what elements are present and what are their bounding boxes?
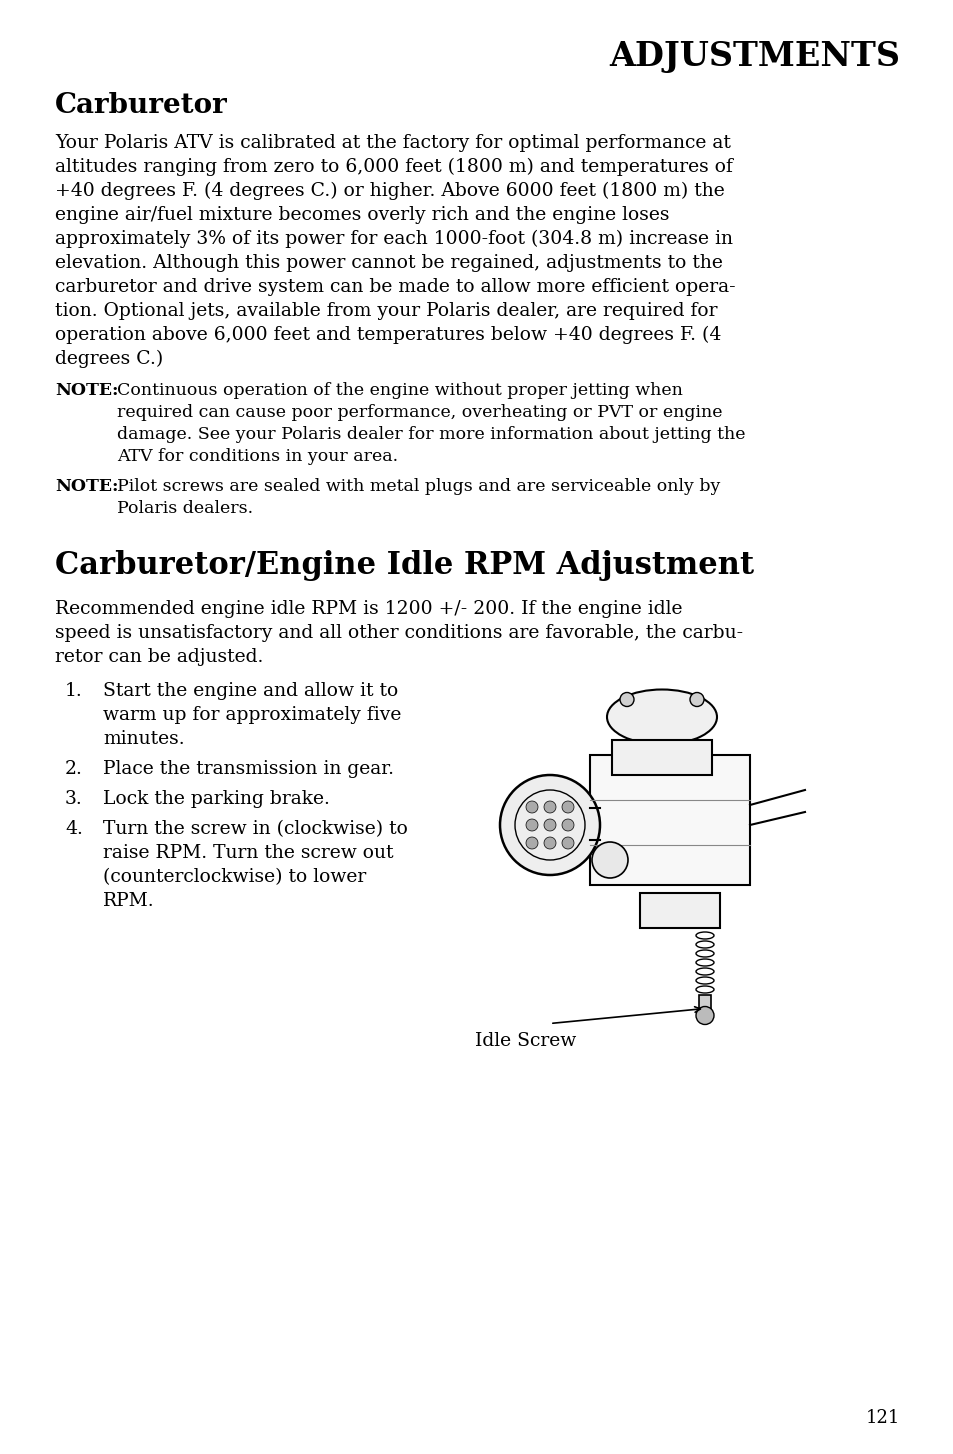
Text: 121: 121 [864, 1409, 899, 1426]
Text: Carburetor: Carburetor [55, 92, 228, 119]
Ellipse shape [525, 838, 537, 849]
Text: altitudes ranging from zero to 6,000 feet (1800 m) and temperatures of: altitudes ranging from zero to 6,000 fee… [55, 158, 732, 176]
Text: Lock the parking brake.: Lock the parking brake. [103, 790, 330, 808]
Text: RPM.: RPM. [103, 891, 154, 910]
Text: Your Polaris ATV is calibrated at the factory for optimal performance at: Your Polaris ATV is calibrated at the fa… [55, 134, 730, 153]
Text: Polaris dealers.: Polaris dealers. [117, 500, 253, 518]
Bar [612, 740, 711, 775]
Ellipse shape [543, 838, 556, 849]
Text: NOTE:: NOTE: [55, 478, 118, 494]
Text: NOTE:: NOTE: [55, 382, 118, 398]
Ellipse shape [689, 692, 703, 707]
Text: Idle Screw: Idle Screw [475, 1031, 576, 1050]
Text: required can cause poor performance, overheating or PVT or engine: required can cause poor performance, ove… [117, 404, 721, 422]
Bar [639, 893, 720, 928]
Ellipse shape [499, 775, 599, 875]
Text: elevation. Although this power cannot be regained, adjustments to the: elevation. Although this power cannot be… [55, 254, 722, 272]
Text: tion. Optional jets, available from your Polaris dealer, are required for: tion. Optional jets, available from your… [55, 302, 717, 320]
Text: speed is unsatisfactory and all other conditions are favorable, the carbu-: speed is unsatisfactory and all other co… [55, 624, 742, 643]
Ellipse shape [543, 801, 556, 813]
Text: ATV for conditions in your area.: ATV for conditions in your area. [117, 448, 397, 465]
Text: warm up for approximately five: warm up for approximately five [103, 707, 401, 724]
Text: engine air/fuel mixture becomes overly rich and the engine loses: engine air/fuel mixture becomes overly r… [55, 206, 669, 224]
Text: ADJUSTMENTS: ADJUSTMENTS [608, 41, 899, 73]
Text: Recommended engine idle RPM is 1200 +/- 200. If the engine idle: Recommended engine idle RPM is 1200 +/- … [55, 601, 681, 618]
Text: approximately 3% of its power for each 1000-foot (304.8 m) increase in: approximately 3% of its power for each 1… [55, 230, 732, 249]
Ellipse shape [561, 819, 574, 832]
Bar [589, 755, 749, 885]
Bar [699, 995, 710, 1012]
Text: +40 degrees F. (4 degrees C.) or higher. Above 6000 feet (1800 m) the: +40 degrees F. (4 degrees C.) or higher.… [55, 182, 724, 201]
Ellipse shape [561, 838, 574, 849]
Ellipse shape [696, 1006, 713, 1025]
Text: 4.: 4. [65, 820, 83, 838]
Text: raise RPM. Turn the screw out: raise RPM. Turn the screw out [103, 843, 393, 862]
Text: Start the engine and allow it to: Start the engine and allow it to [103, 682, 397, 699]
Ellipse shape [619, 692, 634, 707]
Ellipse shape [543, 819, 556, 832]
Text: Continuous operation of the engine without proper jetting when: Continuous operation of the engine witho… [117, 382, 682, 398]
Ellipse shape [525, 819, 537, 832]
Text: 1.: 1. [65, 682, 83, 699]
Text: 3.: 3. [65, 790, 83, 808]
Text: (counterclockwise) to lower: (counterclockwise) to lower [103, 868, 366, 885]
Text: damage. See your Polaris dealer for more information about jetting the: damage. See your Polaris dealer for more… [117, 426, 744, 443]
Ellipse shape [561, 801, 574, 813]
Text: degrees C.): degrees C.) [55, 350, 163, 368]
Text: Carburetor/Engine Idle RPM Adjustment: Carburetor/Engine Idle RPM Adjustment [55, 550, 753, 582]
Text: Place the transmission in gear.: Place the transmission in gear. [103, 760, 394, 778]
Text: operation above 6,000 feet and temperatures below +40 degrees F. (4: operation above 6,000 feet and temperatu… [55, 326, 720, 345]
Text: retor can be adjusted.: retor can be adjusted. [55, 648, 263, 666]
Ellipse shape [592, 842, 627, 878]
Text: 2.: 2. [65, 760, 83, 778]
Ellipse shape [606, 689, 717, 744]
Ellipse shape [525, 801, 537, 813]
Text: minutes.: minutes. [103, 730, 185, 747]
Text: Turn the screw in (clockwise) to: Turn the screw in (clockwise) to [103, 820, 408, 838]
Text: Pilot screws are sealed with metal plugs and are serviceable only by: Pilot screws are sealed with metal plugs… [117, 478, 720, 494]
Text: carburetor and drive system can be made to allow more efficient opera-: carburetor and drive system can be made … [55, 278, 735, 297]
